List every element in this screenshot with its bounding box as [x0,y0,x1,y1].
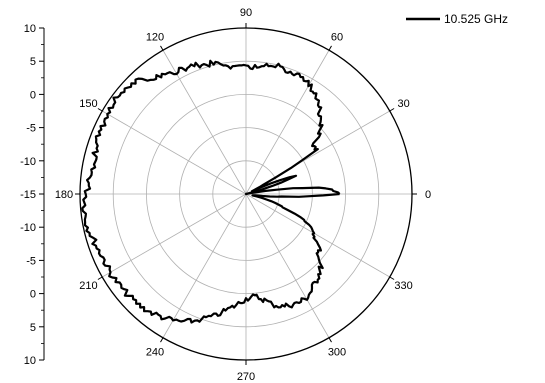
grid-spoke [162,50,247,195]
left-axis-tick-label: 10 [24,355,36,367]
left-axis-tick-label: -10 [20,156,36,168]
left-axis-tick-label: 5 [30,322,36,334]
series-line [81,59,341,324]
angular-tick-label: 0 [425,189,431,201]
grid-spoke [245,193,390,278]
angular-tick-label: 150 [79,98,97,110]
angular-tick-label: 30 [397,98,409,110]
grid-spoke [102,110,247,195]
left-axis-tick-label: 10 [24,23,36,35]
grid-spoke [102,193,247,278]
series-layer [81,59,341,324]
angular-tick-label: 180 [55,189,73,201]
legend: 10.525 GHz [406,12,508,26]
angular-tick-mark [328,337,332,343]
left-axis-tick-label: -5 [26,123,36,135]
left-axis-tick-label: 0 [30,289,36,301]
angular-tick-mark [389,108,395,112]
grid-spoke [245,50,330,195]
angular-tick-mark [328,45,332,51]
angular-tick-label: 90 [240,7,252,19]
angular-tick-mark [389,276,395,280]
angular-tick-mark [160,337,164,343]
angular-tick-label: 270 [237,371,255,383]
angular-tick-mark [97,108,103,112]
radial-scale-axis: 10 5 0 -5 -10 -15 -10 -5 0 5 10 [20,23,45,367]
angular-tick-label: 210 [79,280,97,292]
grid-spoke [245,193,330,338]
left-axis-tick-label: 0 [30,89,36,101]
angular-tick-mark [160,45,164,51]
angular-tick-label: 300 [328,347,346,359]
angular-tick-labels: 0 30 60 90 120 150 180 210 240 270 300 330 [55,7,431,383]
left-axis-tick-label: -15 [20,189,36,201]
left-axis-tick-label: -10 [20,222,36,234]
angular-tick-label: 330 [394,280,412,292]
angular-tick-label: 60 [331,31,343,43]
legend-label: 10.525 GHz [444,12,508,26]
left-axis-tick-label: -5 [26,255,36,267]
angular-tick-label: 120 [146,31,164,43]
left-axis-tick-label: 5 [30,56,36,68]
angular-tick-label: 240 [146,347,164,359]
grid-spoke [162,193,247,338]
angular-tick-mark [97,276,103,280]
